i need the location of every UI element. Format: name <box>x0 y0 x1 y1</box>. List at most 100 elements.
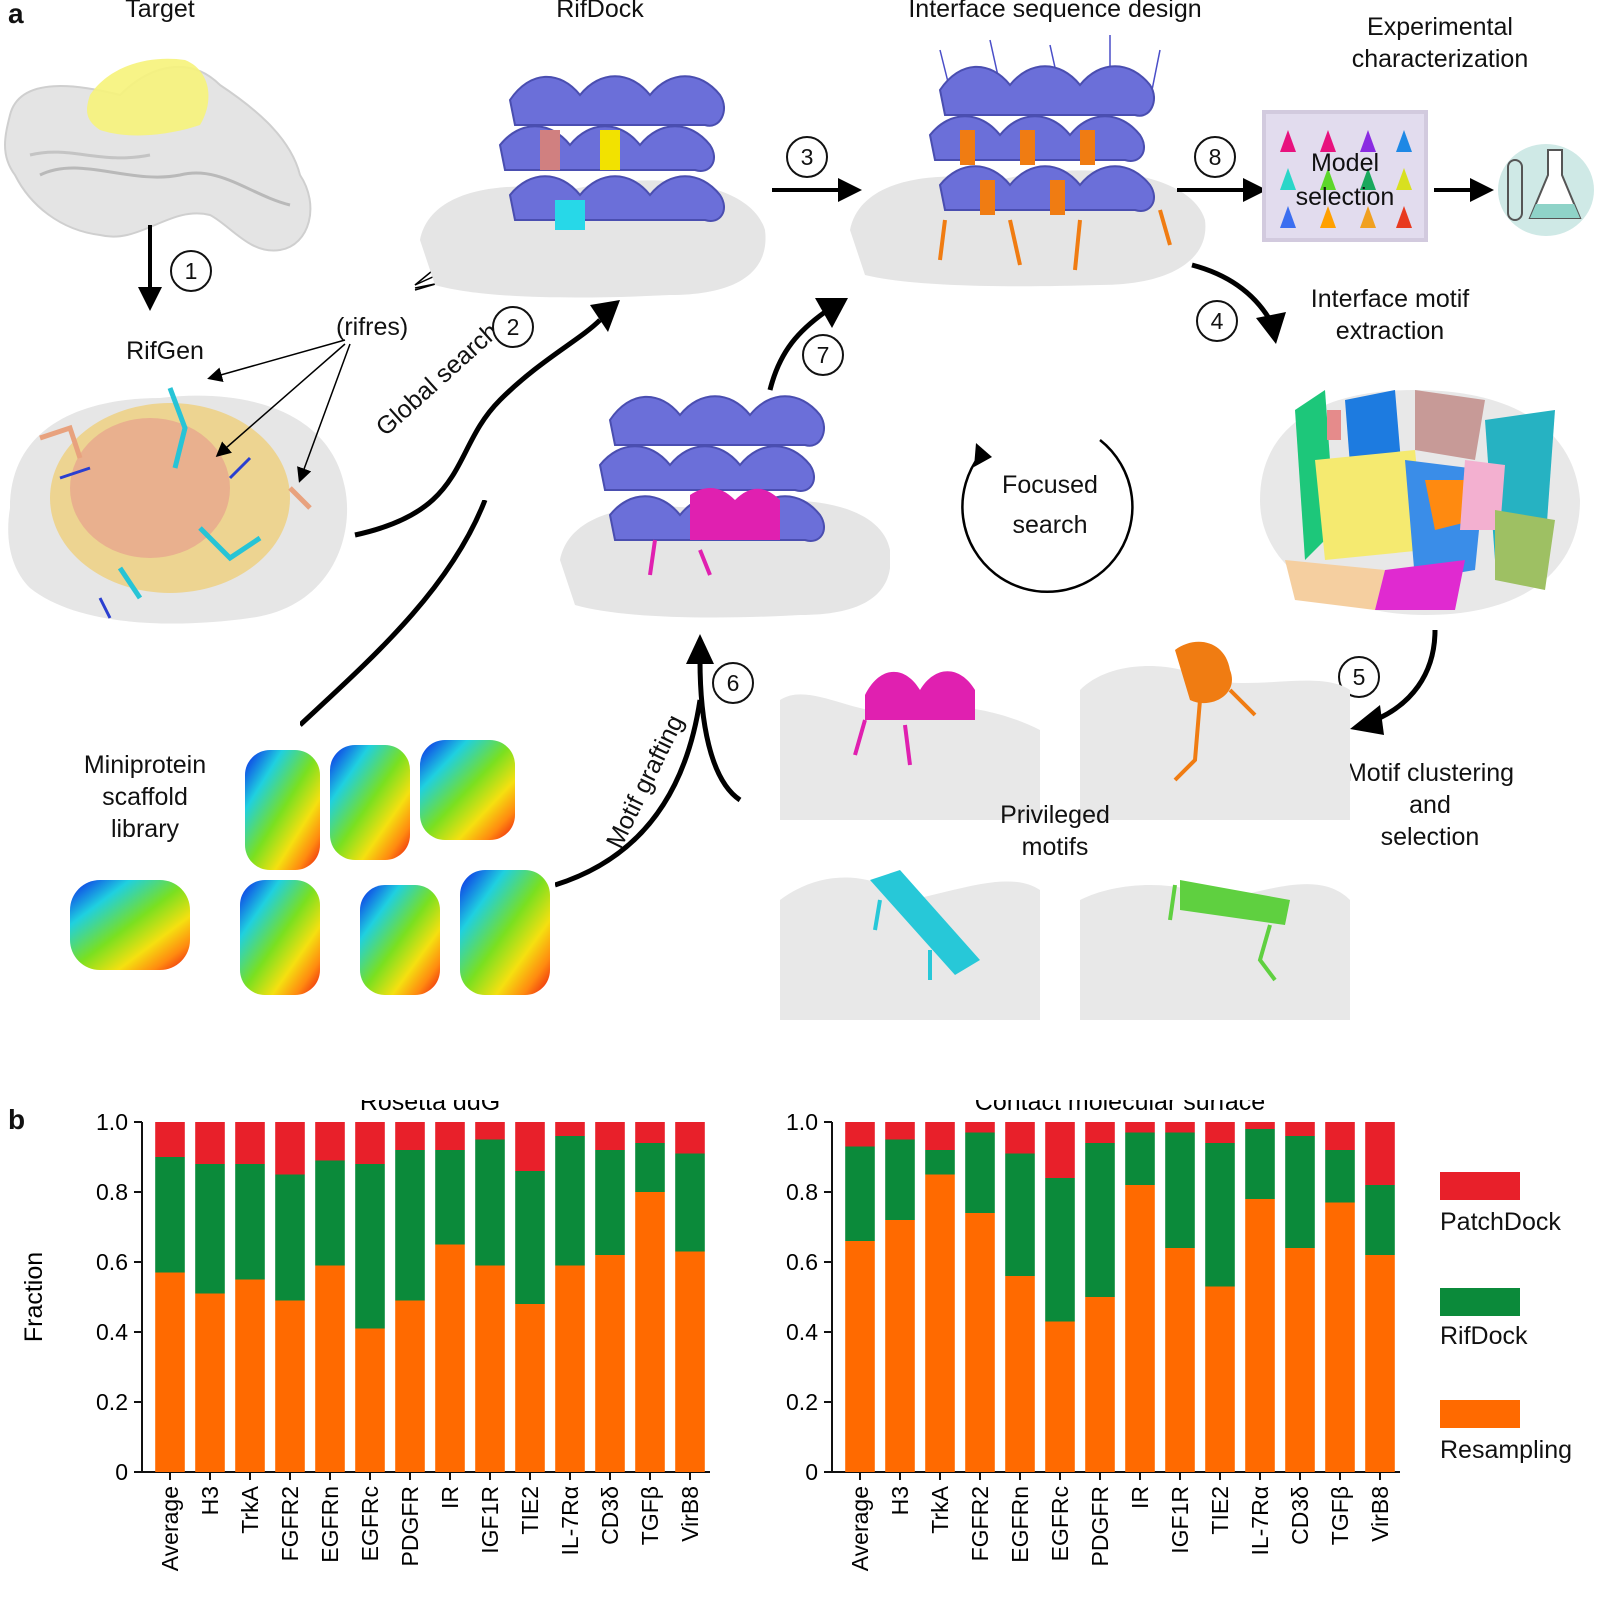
x-tick-label: Average <box>157 1486 183 1571</box>
miniprotein-label-line-2: scaffold <box>102 783 188 811</box>
interface-motif-label-line-2: extraction <box>1335 317 1445 345</box>
x-tick-label: Average <box>847 1486 873 1571</box>
bar-patchdock <box>1045 1122 1075 1178</box>
rosetta-ddg-chart: Rosetta ddG 0 0.2 0.4 0.6 0.8 1.0 Fraction Avera… <box>20 1100 710 1571</box>
bar-patchdock <box>845 1122 875 1147</box>
bar-rifdock <box>355 1164 385 1329</box>
step-3-arrow <box>772 178 862 202</box>
model-label-line-2: selection <box>1295 183 1395 211</box>
step-7-arrow <box>767 298 848 391</box>
bar-resampling <box>1245 1199 1275 1472</box>
bar-rifdock <box>195 1164 225 1294</box>
bar-resampling <box>475 1265 505 1472</box>
step-6-arrow <box>686 634 742 803</box>
step-8-badge: 8 <box>1194 136 1236 178</box>
bar-resampling <box>1285 1248 1315 1472</box>
bar-resampling <box>555 1265 585 1472</box>
bar-resampling <box>1325 1202 1355 1472</box>
x-tick-label: TIE2 <box>1207 1486 1233 1535</box>
panel-b-letter: b <box>8 1104 26 1135</box>
bar-patchdock <box>1245 1122 1275 1129</box>
bar-rifdock <box>1085 1143 1115 1297</box>
miniprotein-library-illustration <box>70 740 550 995</box>
rifres-label: (rifres) <box>336 313 409 341</box>
y-axis-label: Fraction <box>20 1252 48 1342</box>
stacked-bar-charts: Rosetta ddG 0 0.2 0.4 0.6 0.8 1.0 Fraction Avera… <box>20 1100 1400 1571</box>
bar-patchdock <box>595 1122 625 1150</box>
rifdock-structure-illustration <box>420 75 766 298</box>
legend-swatch-rifdock <box>1440 1288 1520 1316</box>
legend-label-patchdock: PatchDock <box>1440 1208 1561 1236</box>
miniprotein-label-line-3: library <box>110 815 180 843</box>
step-7-badge: 7 <box>802 334 844 376</box>
bar-patchdock <box>315 1122 345 1161</box>
bar-patchdock <box>275 1122 305 1175</box>
x-tick-label: PDGFR <box>1087 1486 1113 1567</box>
bar-resampling <box>235 1279 265 1472</box>
bar-resampling <box>1365 1255 1395 1472</box>
contact-molecular-surface-chart: Contact molecular surface 0 0.2 0.4 0.6 0.8 1.… <box>786 1100 1400 1571</box>
bar-rifdock <box>1045 1178 1075 1322</box>
interface-motif-label-line-1: Interface motif <box>1310 285 1470 313</box>
bar-resampling <box>1165 1248 1195 1472</box>
x-tick-label: TrkA <box>237 1485 263 1533</box>
bar-resampling <box>1005 1276 1035 1472</box>
bar-patchdock <box>635 1122 665 1143</box>
bar-rifdock <box>1365 1185 1395 1255</box>
bar-resampling <box>1205 1286 1235 1472</box>
x-tick-label: IR <box>437 1486 463 1509</box>
experimental-label-line-2: characterization <box>1351 45 1529 73</box>
bar-patchdock <box>1205 1122 1235 1143</box>
focused-label-line-1: Focused <box>1002 471 1098 499</box>
bar-resampling <box>315 1265 345 1472</box>
step-8-arrow <box>1177 178 1267 202</box>
bar-resampling <box>635 1192 665 1472</box>
to-experiment-arrow <box>1434 178 1494 202</box>
bar-rifdock <box>1005 1153 1035 1276</box>
bar-patchdock <box>395 1122 425 1150</box>
legend-swatch-resampling <box>1440 1400 1520 1428</box>
bar-patchdock <box>1085 1122 1115 1143</box>
bar-resampling <box>155 1272 185 1472</box>
global-search-arrow <box>354 300 620 538</box>
motif-clustering-label-line-2: and <box>1409 791 1451 819</box>
x-tick-label: TrkA <box>927 1485 953 1533</box>
bar-rifdock <box>395 1150 425 1301</box>
bar-resampling <box>845 1241 875 1472</box>
bar-rifdock <box>675 1153 705 1252</box>
bar-resampling <box>925 1174 955 1472</box>
bar-rifdock <box>315 1160 345 1266</box>
model-selection-box: Model selection <box>1262 110 1428 242</box>
privileged-motif-tile-3 <box>780 870 1040 1020</box>
bar-resampling <box>675 1251 705 1472</box>
bar-patchdock <box>195 1122 225 1164</box>
bar-patchdock <box>475 1122 505 1140</box>
privileged-motif-tile-2 <box>1080 641 1350 820</box>
privileged-label-line-1: Privileged <box>1000 801 1110 829</box>
x-tick-label: EGFRc <box>357 1486 383 1561</box>
flask-icon <box>1498 144 1594 236</box>
x-tick-label: TIE2 <box>517 1486 543 1535</box>
bar-rifdock <box>1245 1129 1275 1199</box>
bar-rifdock <box>635 1143 665 1192</box>
bar-resampling <box>1125 1185 1155 1472</box>
bar-patchdock <box>925 1122 955 1150</box>
bar-resampling <box>195 1293 225 1472</box>
bar-resampling <box>355 1328 385 1472</box>
y-tick-label: 1.0 <box>96 1109 128 1135</box>
x-tick-label: FGFR2 <box>967 1486 993 1561</box>
motif-extraction-structure-illustration <box>1260 390 1580 615</box>
bar-rifdock <box>845 1146 875 1241</box>
chart-title: Rosetta ddG <box>360 1100 500 1116</box>
rifdock-label: RifDock <box>556 0 644 23</box>
x-tick-label: IR <box>1127 1486 1153 1509</box>
y-tick-label: 0.2 <box>786 1389 818 1415</box>
y-tick-label: 0.6 <box>96 1249 128 1275</box>
x-tick-label: CD3δ <box>597 1486 623 1545</box>
target-structure-illustration <box>4 58 312 252</box>
y-tick-label: 1.0 <box>786 1109 818 1135</box>
step-4-arrow <box>1191 262 1286 344</box>
x-tick-label: TGFβ <box>637 1486 663 1545</box>
bar-rifdock <box>1205 1143 1235 1287</box>
bar-rifdock <box>885 1139 915 1220</box>
